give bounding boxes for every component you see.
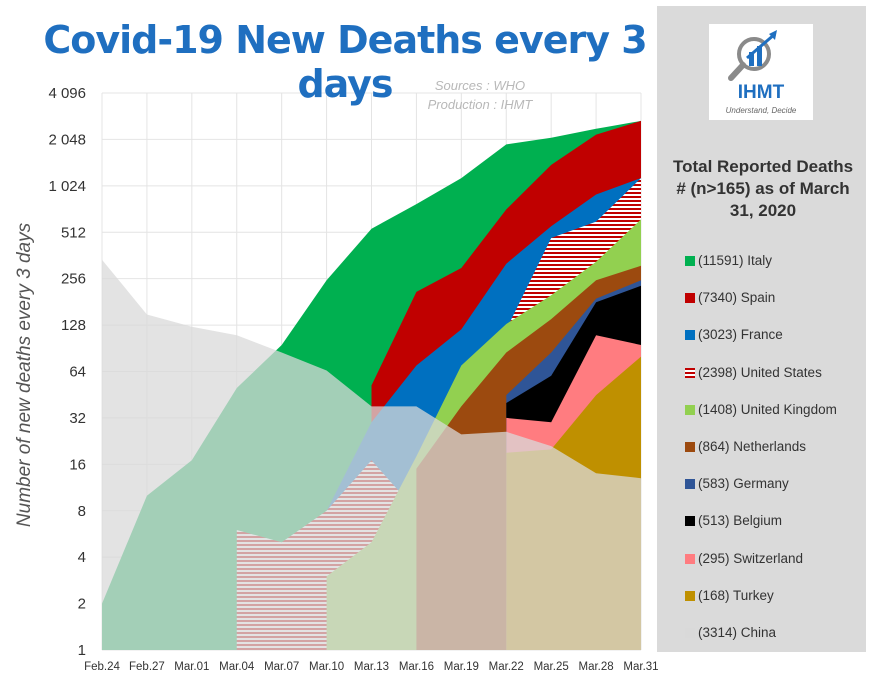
- y-tick-label: 8: [78, 503, 86, 520]
- x-tick-label: Feb.24: [84, 661, 120, 673]
- x-tick-label: Mar.07: [264, 661, 299, 673]
- y-tick-label: 4: [78, 549, 86, 566]
- legend-item: (583) Germany: [685, 476, 789, 491]
- y-tick-label: 2 048: [48, 131, 86, 148]
- production-text: Production : IHMT: [427, 97, 533, 112]
- x-tick-label: Mar.16: [399, 661, 434, 673]
- legend-item: (7340) Spain: [685, 290, 775, 305]
- legend-swatch: [685, 404, 695, 415]
- sources-text: Sources : WHO: [434, 78, 526, 93]
- x-tick-label: Mar.25: [534, 661, 569, 673]
- x-tick-label: Mar.22: [489, 661, 524, 673]
- legend-label: (3314) China: [698, 625, 777, 640]
- x-tick-label: Feb.27: [129, 661, 165, 673]
- legend-swatch: [685, 256, 695, 266]
- legend-item: (295) Switzerland: [685, 551, 803, 566]
- y-tick-label: 4 096: [48, 85, 86, 102]
- legend-swatch: [685, 479, 695, 490]
- legend-label: (2398) United States: [698, 364, 822, 380]
- x-axis-ticks: Feb.24 Feb.27 Mar.01 Mar.04 Mar.07 Mar.10 Mar.…: [84, 661, 658, 673]
- x-tick-label: Mar.31: [623, 661, 658, 673]
- chart-title: Covid-19 New Deaths every 3 days: [43, 18, 647, 106]
- legend-item: (864) Netherlands: [685, 439, 806, 454]
- legend-label: (513) Belgium: [698, 513, 783, 529]
- legend-swatch: [685, 367, 695, 378]
- logo-tagline: Understand, Decide: [725, 106, 797, 115]
- legend-item: (513) Belgium: [685, 513, 782, 528]
- legend-swatch: [685, 553, 695, 564]
- legend-panel: IHMT Understand, Decide Total Reported D…: [657, 6, 866, 652]
- legend-label: (7340) Spain: [698, 290, 776, 306]
- legend-item: (3023) France: [685, 327, 783, 342]
- legend-swatch: [685, 516, 695, 527]
- y-tick-label: 512: [61, 224, 86, 241]
- x-tick-label: Mar.13: [354, 661, 389, 673]
- legend-swatch: [685, 442, 695, 452]
- y-tick-label: 128: [61, 317, 86, 334]
- y-axis-ticks: 1 2 4 8 16 32 64 128 256 512 1 024 2 048 4 096: [48, 85, 86, 659]
- x-tick-label: Mar.28: [578, 661, 613, 673]
- y-tick-label: 2: [78, 596, 86, 613]
- legend-label: (3023) France: [698, 327, 783, 343]
- source-note: Sources : WHO Production : IHMT: [400, 76, 560, 114]
- y-tick-label: 64: [69, 364, 86, 381]
- legend-swatch: [685, 628, 695, 638]
- y-tick-label: 32: [69, 410, 86, 427]
- y-axis-label: Number of new deaths every 3 days: [14, 222, 35, 528]
- series-area-china: [102, 259, 641, 650]
- legend-swatch: [685, 293, 695, 304]
- legend-label: (583) Germany: [698, 476, 789, 492]
- x-tick-label: Mar.10: [309, 661, 344, 673]
- legend-item: (11591) Italy: [685, 253, 772, 268]
- y-tick-label: 1: [78, 642, 86, 659]
- legend-swatch: [685, 330, 695, 341]
- legend-label: (168) Turkey: [698, 587, 774, 603]
- legend-item: (168) Turkey: [685, 588, 774, 603]
- ihmt-logo: IHMT Understand, Decide: [709, 24, 813, 120]
- legend-label: (11591) Italy: [698, 253, 773, 268]
- legend-item: (2398) United States: [685, 365, 822, 380]
- y-tick-label: 16: [69, 456, 86, 473]
- x-tick-label: Mar.19: [444, 661, 479, 673]
- y-tick-label: 1 024: [48, 178, 86, 195]
- magnifier-chart-icon: [728, 30, 777, 81]
- legend-label: (1408) United Kingdom: [698, 401, 837, 417]
- logo-name: IHMT: [737, 82, 785, 103]
- y-tick-label: 256: [61, 271, 86, 288]
- legend-item: (3314) China: [685, 625, 776, 640]
- legend-item: (1408) United Kingdom: [685, 402, 837, 417]
- area-series: [102, 120, 641, 650]
- legend-swatch: [685, 590, 695, 601]
- legend-title: Total Reported Deaths # (n>165) as of Ma…: [672, 157, 854, 220]
- legend-label: (295) Switzerland: [698, 550, 804, 566]
- x-tick-label: Mar.01: [174, 661, 209, 673]
- x-tick-label: Mar.04: [219, 661, 255, 673]
- legend-label: (864) Netherlands: [698, 439, 807, 454]
